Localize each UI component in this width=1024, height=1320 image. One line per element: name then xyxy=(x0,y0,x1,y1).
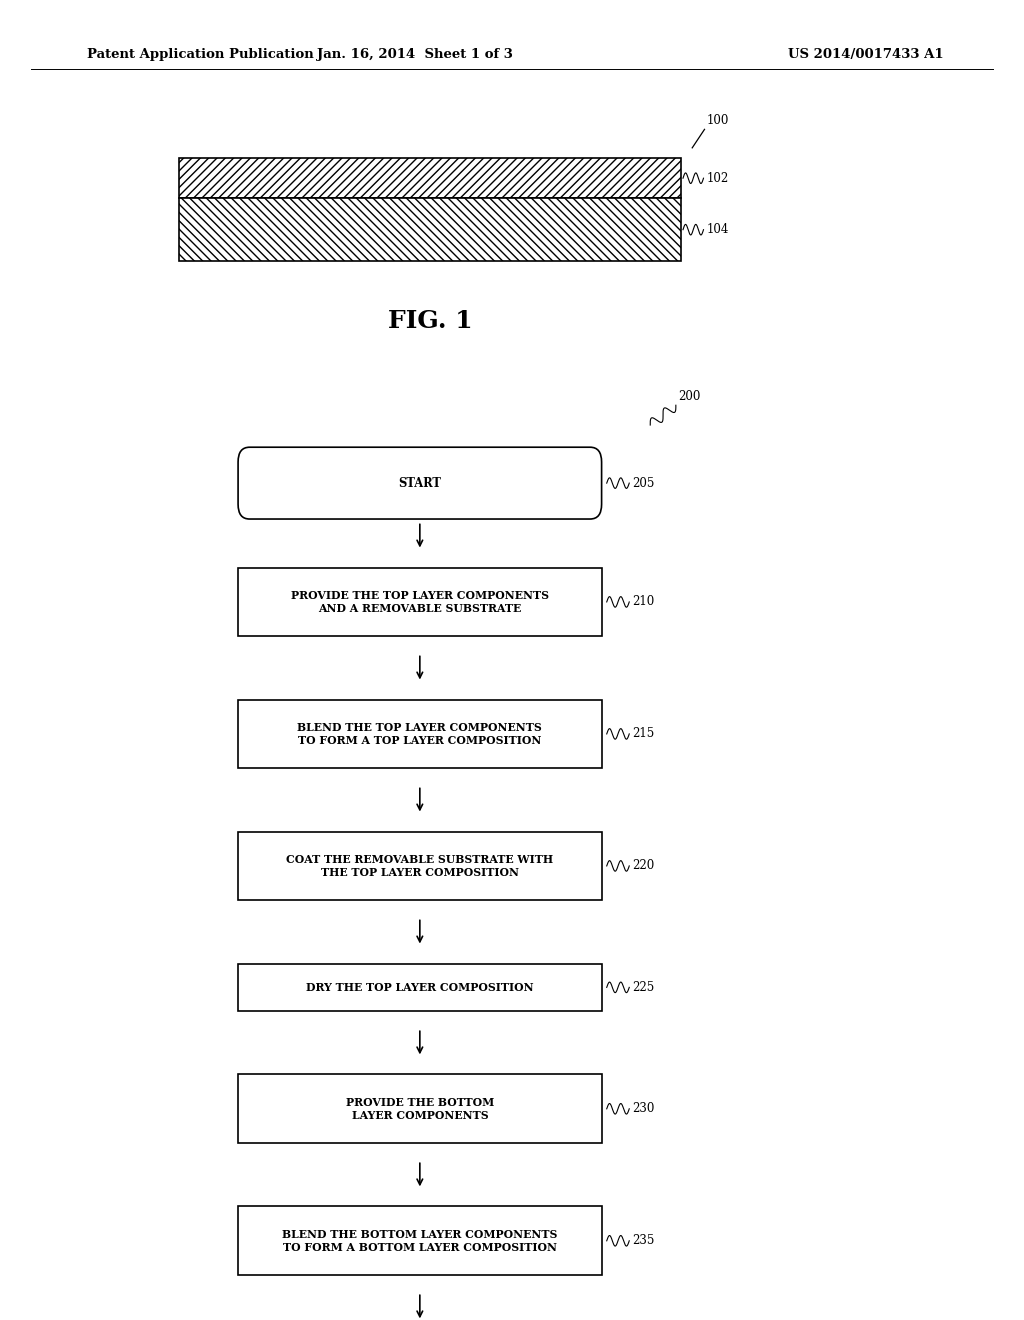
Text: 235: 235 xyxy=(632,1234,654,1247)
Text: DRY THE TOP LAYER COMPOSITION: DRY THE TOP LAYER COMPOSITION xyxy=(306,982,534,993)
Text: PROVIDE THE TOP LAYER COMPONENTS
AND A REMOVABLE SUBSTRATE: PROVIDE THE TOP LAYER COMPONENTS AND A R… xyxy=(291,590,549,614)
Bar xyxy=(238,832,601,900)
FancyBboxPatch shape xyxy=(238,447,601,519)
Bar xyxy=(238,568,601,636)
Text: BLEND THE TOP LAYER COMPONENTS
TO FORM A TOP LAYER COMPOSITION: BLEND THE TOP LAYER COMPONENTS TO FORM A… xyxy=(297,722,543,746)
Text: 205: 205 xyxy=(632,477,654,490)
Text: FIG. 1: FIG. 1 xyxy=(388,309,472,333)
Bar xyxy=(238,1206,601,1275)
Text: 215: 215 xyxy=(632,727,654,741)
Text: 100: 100 xyxy=(707,114,729,127)
Bar xyxy=(179,198,681,261)
Text: 200: 200 xyxy=(678,389,700,403)
Bar xyxy=(179,158,681,198)
Text: Patent Application Publication: Patent Application Publication xyxy=(87,48,313,61)
Text: BLEND THE BOTTOM LAYER COMPONENTS
TO FORM A BOTTOM LAYER COMPOSITION: BLEND THE BOTTOM LAYER COMPONENTS TO FOR… xyxy=(283,1229,557,1253)
Text: US 2014/0017433 A1: US 2014/0017433 A1 xyxy=(788,48,944,61)
Text: START: START xyxy=(398,477,441,490)
Text: 102: 102 xyxy=(707,172,729,185)
Text: 210: 210 xyxy=(632,595,654,609)
Text: 225: 225 xyxy=(632,981,654,994)
Bar xyxy=(179,158,681,198)
Bar xyxy=(238,700,601,768)
Text: COAT THE REMOVABLE SUBSTRATE WITH
THE TOP LAYER COMPOSITION: COAT THE REMOVABLE SUBSTRATE WITH THE TO… xyxy=(287,854,553,878)
Text: 230: 230 xyxy=(632,1102,654,1115)
Text: Jan. 16, 2014  Sheet 1 of 3: Jan. 16, 2014 Sheet 1 of 3 xyxy=(316,48,513,61)
Text: 104: 104 xyxy=(707,223,729,236)
Text: 220: 220 xyxy=(632,859,654,873)
Bar xyxy=(238,964,601,1011)
Bar xyxy=(179,198,681,261)
Bar xyxy=(238,1074,601,1143)
Text: PROVIDE THE BOTTOM
LAYER COMPONENTS: PROVIDE THE BOTTOM LAYER COMPONENTS xyxy=(346,1097,494,1121)
